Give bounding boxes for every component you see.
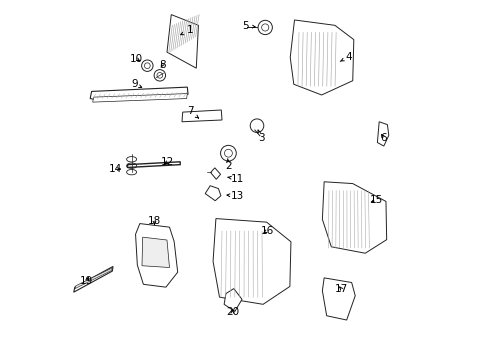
Text: 1: 1 xyxy=(181,25,193,35)
Text: 7: 7 xyxy=(186,107,198,118)
Polygon shape xyxy=(74,266,113,292)
Polygon shape xyxy=(127,162,180,167)
Text: 19: 19 xyxy=(80,276,93,287)
Text: 9: 9 xyxy=(131,79,142,89)
Text: 14: 14 xyxy=(109,164,122,174)
Text: 18: 18 xyxy=(147,216,161,226)
Text: 10: 10 xyxy=(129,54,142,64)
Text: 13: 13 xyxy=(226,191,244,201)
Text: 2: 2 xyxy=(224,159,231,171)
Text: 12: 12 xyxy=(161,157,174,167)
Polygon shape xyxy=(322,182,386,253)
Text: 17: 17 xyxy=(334,284,347,294)
Polygon shape xyxy=(135,224,177,287)
Polygon shape xyxy=(166,15,198,68)
Text: 20: 20 xyxy=(225,307,239,317)
Text: 11: 11 xyxy=(227,174,244,184)
Polygon shape xyxy=(182,110,222,122)
Text: 6: 6 xyxy=(380,133,386,143)
Polygon shape xyxy=(93,94,187,102)
Text: 16: 16 xyxy=(260,226,273,236)
Polygon shape xyxy=(90,87,188,99)
Polygon shape xyxy=(210,168,220,179)
Polygon shape xyxy=(142,237,169,267)
Text: 15: 15 xyxy=(369,195,383,205)
Polygon shape xyxy=(377,122,388,146)
Text: 8: 8 xyxy=(159,60,165,70)
Polygon shape xyxy=(213,219,290,304)
Polygon shape xyxy=(205,186,221,201)
Text: 3: 3 xyxy=(257,130,264,143)
Text: 5: 5 xyxy=(242,21,255,31)
Polygon shape xyxy=(290,20,353,95)
Text: 4: 4 xyxy=(340,52,351,62)
Polygon shape xyxy=(75,268,112,289)
Polygon shape xyxy=(322,278,354,320)
Polygon shape xyxy=(224,289,242,311)
